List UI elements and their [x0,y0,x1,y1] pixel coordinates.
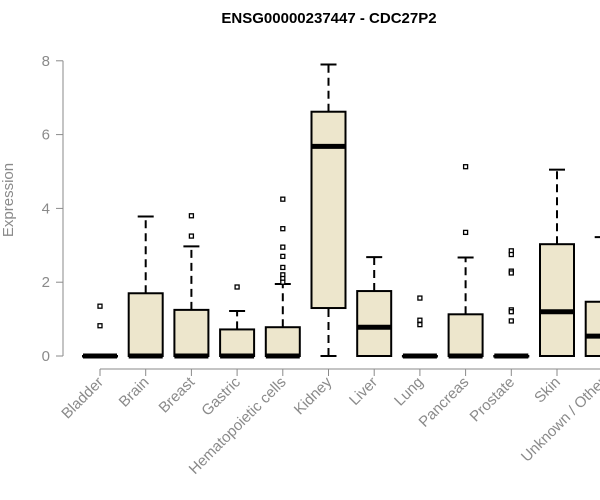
y-axis-label: Expression [0,163,17,237]
outlier-4-2 [280,244,286,250]
y-tick-label-2: 2 [42,274,50,291]
box-body-10 [539,243,575,357]
box-body-2 [173,308,210,357]
x-tick-label-8: Pancreas [416,374,473,431]
y-tick-label-0: 0 [42,348,50,365]
box-body-3 [219,328,256,358]
outlier-4-7 [280,279,286,285]
box-7 [401,295,438,359]
outlier-7-0 [417,295,423,301]
x-tick-label-10: Skin [531,374,564,407]
box-3 [219,284,256,359]
outlier-4-0 [280,196,286,202]
outlier-2-1 [188,233,195,239]
x-tick-label-3: Gastric [198,373,244,419]
box-body-4 [264,326,301,357]
x-tick-label-7: Lung [391,374,427,410]
box-8 [447,164,484,359]
outlier-4-1 [280,226,286,232]
y-axis: 0 2 4 6 8 [42,53,64,365]
outlier-9-6 [508,318,514,324]
y-tick-label-4: 4 [42,200,50,217]
box-6 [356,256,393,357]
box-5 [310,63,347,357]
y-tick-label-8: 8 [42,53,50,70]
outlier-0-1 [97,323,103,329]
box-0 [82,303,118,359]
y-tick-label-6: 6 [42,127,50,144]
box-10 [539,168,575,357]
x-tick-label-6: Liver [346,374,381,409]
box-1 [127,215,164,359]
box-body-11 [584,300,600,357]
outlier-8-0 [462,164,469,170]
box-body-5 [310,110,347,310]
box-body-6 [356,290,393,357]
chart-title: ENSG00000237447 - CDC27P2 [221,10,436,27]
outlier-9-5 [508,309,514,315]
box-body-8 [447,313,484,358]
outlier-9-1 [508,251,514,258]
outlier-9-3 [508,270,514,276]
x-tick-label-5: Kidney [291,373,336,418]
boxplot-series [82,63,600,359]
outlier-3-0 [234,284,240,290]
x-tick-label-2: Breast [156,373,199,416]
outlier-7-1 [417,317,423,323]
outlier-8-1 [462,229,469,236]
x-tick-label-1: Brain [116,374,153,411]
box-4 [264,196,301,359]
x-tick-label-9: Prostate [467,374,519,426]
x-tick-label-0: Bladder [58,374,107,423]
outlier-0-0 [97,303,103,309]
box-2 [173,213,210,359]
box-9 [493,248,530,359]
box-11 [584,236,600,357]
outlier-7-2 [417,321,423,328]
outlier-4-4 [280,264,286,271]
outlier-2-0 [188,213,195,219]
box-body-1 [127,292,164,357]
outlier-4-3 [280,253,286,260]
